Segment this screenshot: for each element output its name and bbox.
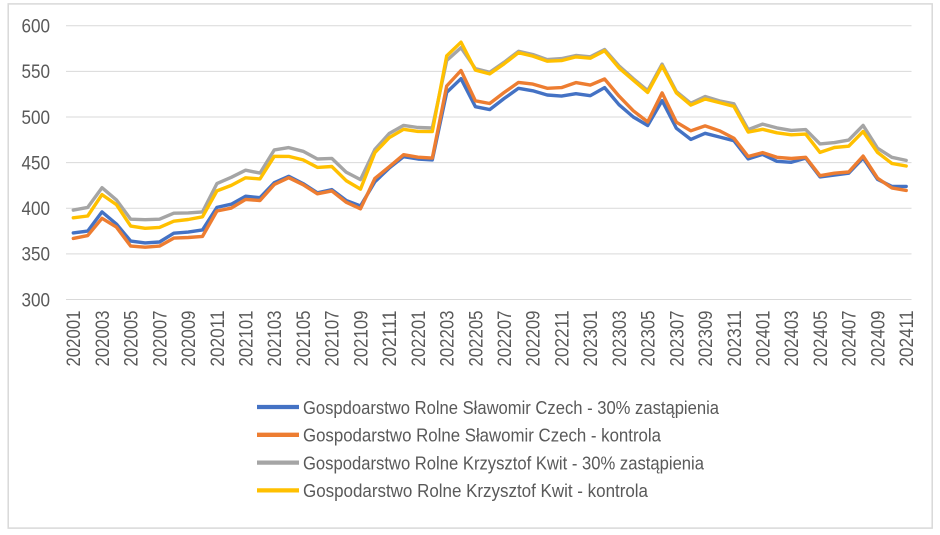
svg-text:Gospodarstwo Rolne Krzysztof K: Gospodarstwo Rolne Krzysztof Kwit - kont… bbox=[303, 481, 649, 501]
svg-text:202111: 202111 bbox=[380, 311, 401, 367]
svg-text:350: 350 bbox=[22, 245, 51, 266]
svg-text:450: 450 bbox=[22, 153, 51, 174]
svg-text:202109: 202109 bbox=[351, 311, 372, 367]
svg-text:202007: 202007 bbox=[150, 311, 171, 367]
svg-text:202411: 202411 bbox=[897, 311, 918, 367]
svg-text:202211: 202211 bbox=[552, 311, 573, 367]
svg-text:600: 600 bbox=[22, 17, 51, 38]
svg-text:202201: 202201 bbox=[409, 311, 430, 367]
svg-text:202309: 202309 bbox=[696, 311, 717, 367]
svg-text:202209: 202209 bbox=[524, 311, 545, 367]
svg-text:202101: 202101 bbox=[237, 311, 258, 367]
svg-text:Gospodarstwo Rolne Krzysztof K: Gospodarstwo Rolne Krzysztof Kwit - 30% … bbox=[303, 453, 705, 473]
svg-text:202403: 202403 bbox=[782, 311, 803, 367]
svg-text:202105: 202105 bbox=[294, 311, 315, 367]
svg-text:202307: 202307 bbox=[667, 311, 688, 367]
svg-text:202103: 202103 bbox=[265, 311, 286, 367]
svg-text:202011: 202011 bbox=[208, 311, 229, 367]
svg-text:202305: 202305 bbox=[639, 311, 660, 367]
svg-text:Gospodarstwo Rolne Sławomir Cz: Gospodarstwo Rolne Sławomir Czech - kont… bbox=[303, 426, 662, 446]
svg-text:202207: 202207 bbox=[495, 311, 516, 367]
svg-text:202001: 202001 bbox=[64, 311, 85, 367]
svg-text:202405: 202405 bbox=[811, 311, 832, 367]
svg-text:202311: 202311 bbox=[725, 311, 746, 367]
svg-text:400: 400 bbox=[22, 199, 51, 220]
svg-text:202009: 202009 bbox=[179, 311, 200, 367]
svg-text:202401: 202401 bbox=[754, 311, 775, 367]
svg-text:550: 550 bbox=[22, 62, 51, 83]
svg-text:202409: 202409 bbox=[868, 311, 889, 367]
svg-text:202301: 202301 bbox=[581, 311, 602, 367]
svg-text:202303: 202303 bbox=[610, 311, 631, 367]
svg-text:202107: 202107 bbox=[323, 311, 344, 367]
svg-text:202205: 202205 bbox=[466, 311, 487, 367]
svg-text:202005: 202005 bbox=[122, 311, 143, 367]
svg-text:Gospdoarstwo Rolne Sławomir Cz: Gospdoarstwo Rolne Sławomir Czech - 30% … bbox=[303, 398, 720, 418]
svg-text:202203: 202203 bbox=[438, 311, 459, 367]
svg-text:500: 500 bbox=[22, 108, 51, 129]
svg-text:202407: 202407 bbox=[840, 311, 861, 367]
svg-text:300: 300 bbox=[22, 290, 51, 311]
svg-text:202003: 202003 bbox=[93, 311, 114, 367]
